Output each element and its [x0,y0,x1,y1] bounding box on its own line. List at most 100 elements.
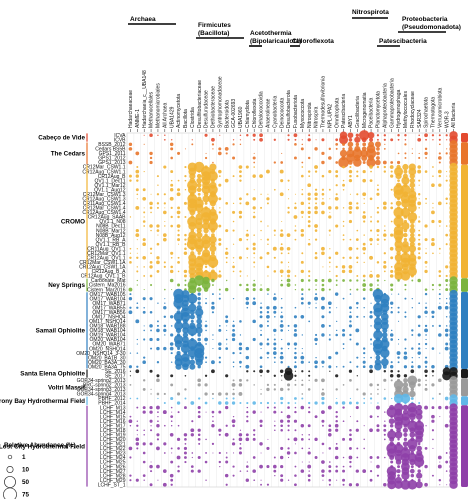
bubble-mark [232,397,235,400]
bubble-mark [135,319,140,324]
bubble-mark [188,303,197,312]
bubble-mark [232,270,235,273]
bubble-mark [252,410,256,414]
bubble-mark [212,420,214,423]
bubble-mark [383,438,386,441]
bubble-mark [266,483,270,486]
bubble-mark [218,347,222,351]
bubble-mark [301,334,303,336]
bubble-mark [177,238,181,242]
bubble-mark [150,211,152,214]
bubble-mark [128,310,133,315]
bubble-mark [418,238,421,241]
bubble-mark [196,187,202,193]
bubble-mark [294,451,297,455]
sample-label: LCHF_M15 [100,414,126,420]
bubble-mark [417,233,421,237]
bubble-mark [238,238,243,242]
bubble-mark [259,342,263,346]
bubble-mark [142,188,146,192]
bubble-mark [390,288,394,291]
bubble-mark [149,201,153,206]
bubble-mark [363,425,365,427]
bubble-mark [328,306,331,309]
bubble-mark [356,170,359,173]
bubble-mark [259,442,263,446]
bubble-mark [273,256,276,259]
bubble-mark [149,369,153,373]
bubble-mark [177,392,181,396]
bubble-mark [150,193,152,195]
bubble-mark [218,238,222,242]
group-color-bar [461,396,468,406]
taxon-label: Desulfobacterota [286,90,292,128]
bubble-mark [321,210,325,215]
bubble-mark [259,288,263,292]
bubble-mark [301,293,304,296]
bubble-mark [279,192,284,197]
taxon-label: Omnitrophota [334,97,340,128]
bubble-mark [390,138,394,142]
bubble-mark [157,411,159,413]
bubble-mark [418,357,420,359]
bubble-mark [417,201,422,206]
bubble-mark [128,365,132,369]
bubble-mark [253,161,256,164]
bubble-mark [382,364,387,369]
bubble-mark [156,424,160,428]
bubble-mark [397,138,400,141]
bubble-mark [142,388,146,391]
bubble-mark [253,211,255,214]
bubble-mark [246,379,249,382]
bubble-mark [322,424,324,427]
bubble-mark [187,325,198,336]
bubble-mark [294,379,297,382]
bubble-mark [187,348,197,358]
bubble-mark [212,415,214,418]
bubble-mark [239,270,242,273]
bubble-mark [252,133,256,137]
phylum-nitrospirota: Nitrospirota [352,9,389,16]
bubble-mark [274,334,276,336]
bubble-mark [329,234,331,236]
bubble-mark [142,360,146,364]
sample-label: Cistern_Mar2016 [87,287,126,293]
bubble-mark [184,279,187,282]
bubble-mark [157,302,159,304]
bubble-mark [177,465,180,468]
bubble-mark [335,351,339,355]
bubble-mark [380,303,390,313]
bubble-mark [307,138,311,142]
bubble-mark [369,456,373,459]
bubble-mark [363,447,365,450]
bubble-mark [226,329,228,332]
bubble-mark [252,242,256,246]
bubble-mark [376,428,380,432]
sample-label: LCHF_M21 [100,442,126,448]
bubble-mark [180,344,191,354]
bubble-mark [431,310,435,314]
bubble-mark [218,328,222,332]
bubble-mark [260,393,262,395]
sample-label: Carbonate_Mat [91,278,126,284]
bubble-mark [239,447,242,450]
bubble-mark [356,375,358,377]
bubble-mark [288,198,290,200]
bubble-mark [365,148,377,159]
bubble-mark [259,419,263,423]
bubble-mark [314,256,318,260]
bubble-mark [287,456,290,459]
bubble-mark [355,133,359,137]
bubble-mark [231,442,236,446]
bubble-mark [341,269,346,274]
bubble-mark [196,318,203,325]
bubble-mark [163,452,166,454]
bubble-mark [239,202,242,205]
bubble-mark [431,419,435,423]
bubble-mark [349,256,352,260]
bubble-mark [328,465,332,469]
bubble-mark [211,143,215,146]
bubble-mark [328,469,332,473]
bubble-mark [375,355,381,361]
bubble-mark [218,197,222,201]
